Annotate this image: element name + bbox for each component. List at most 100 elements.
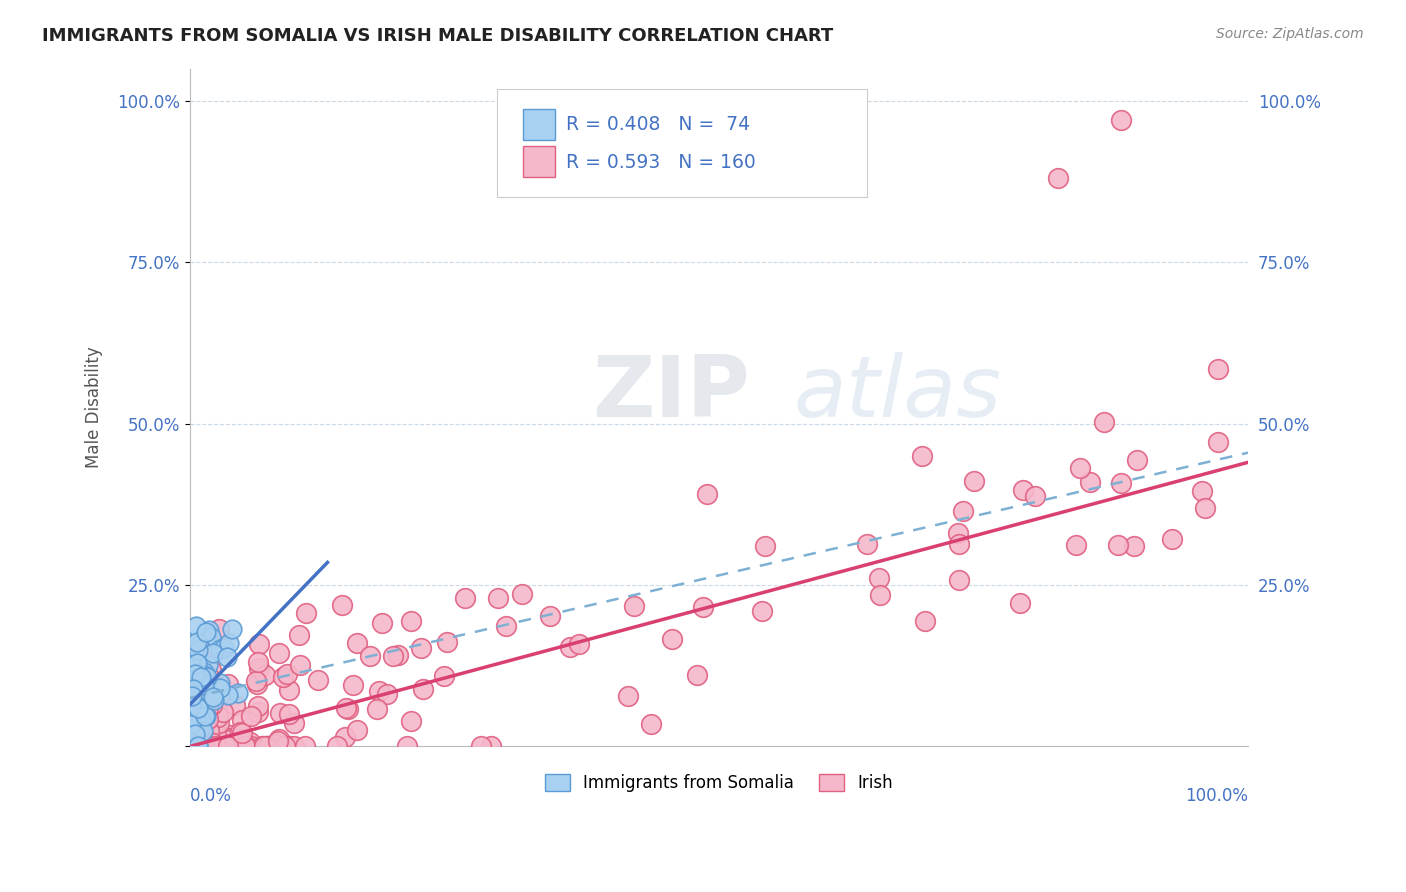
Point [187, 677, 209, 691]
Point [326, 739, 349, 754]
Point [946, 525, 969, 540]
Point [197, 657, 219, 672]
Point [202, 690, 225, 705]
Point [240, 709, 263, 723]
Point [266, 734, 288, 748]
Point [245, 673, 267, 688]
Point [1194, 500, 1216, 515]
Point [198, 623, 221, 637]
Point [208, 622, 231, 636]
Point [294, 739, 316, 754]
Point [181, 695, 204, 709]
Point [278, 739, 301, 754]
Point [640, 717, 662, 731]
Point [190, 714, 212, 729]
Point [181, 739, 204, 754]
Point [235, 739, 257, 754]
Point [184, 713, 207, 727]
Text: atlas: atlas [793, 352, 1001, 435]
Point [209, 642, 232, 657]
Point [180, 689, 202, 703]
Point [247, 637, 270, 651]
Point [187, 739, 209, 754]
Point [188, 681, 211, 696]
Point [686, 667, 709, 681]
Point [661, 632, 683, 646]
Point [179, 711, 201, 725]
Point [228, 739, 250, 754]
Point [197, 712, 219, 726]
Point [288, 628, 311, 642]
Point [184, 684, 207, 698]
Point [538, 608, 561, 623]
Point [276, 667, 298, 681]
Point [207, 739, 229, 754]
Point [245, 676, 267, 690]
Point [208, 715, 231, 730]
Point [375, 687, 398, 701]
Point [233, 739, 256, 754]
Point [218, 636, 240, 650]
Point [194, 624, 217, 639]
Point [190, 672, 212, 686]
Point [510, 587, 533, 601]
Point [219, 731, 242, 745]
Text: 100.0%: 100.0% [1185, 787, 1249, 805]
Point [183, 727, 205, 741]
Point [274, 739, 297, 754]
Point [187, 691, 209, 706]
Point [250, 739, 273, 754]
Point [1160, 532, 1182, 546]
Point [1069, 460, 1091, 475]
Point [273, 739, 295, 754]
Point [187, 700, 209, 714]
Point [187, 690, 209, 705]
Point [190, 739, 212, 754]
Point [200, 630, 222, 644]
Point [330, 598, 353, 612]
Point [204, 739, 226, 754]
Point [692, 599, 714, 614]
Point [233, 739, 256, 754]
Point [207, 705, 229, 719]
Point [208, 681, 231, 696]
Point [183, 707, 205, 722]
Point [218, 739, 240, 754]
Point [187, 698, 209, 712]
Point [187, 643, 209, 657]
Point [188, 706, 211, 720]
Point [221, 623, 243, 637]
Point [963, 474, 986, 488]
Point [382, 648, 405, 663]
Point [948, 537, 970, 551]
Point [187, 739, 209, 754]
Point [247, 660, 270, 674]
Point [184, 618, 207, 632]
Point [346, 636, 368, 650]
Point [267, 731, 290, 746]
Point [278, 683, 301, 698]
Point [278, 739, 301, 754]
Point [558, 640, 581, 654]
Point [568, 636, 591, 650]
Point [401, 615, 423, 629]
Point [183, 667, 205, 681]
Point [184, 739, 207, 753]
Point [399, 714, 422, 729]
Point [187, 726, 209, 740]
Point [231, 735, 253, 749]
Point [193, 667, 215, 681]
Point [247, 698, 270, 713]
Point [180, 699, 202, 714]
Point [387, 648, 409, 662]
Point [221, 728, 243, 742]
Point [212, 641, 235, 656]
Point [253, 668, 276, 682]
Point [253, 739, 276, 754]
Point [228, 739, 250, 754]
Point [180, 699, 202, 714]
Legend: Immigrants from Somalia, Irish: Immigrants from Somalia, Irish [538, 768, 900, 799]
Point [346, 723, 368, 738]
Point [1024, 489, 1046, 503]
Point [1206, 362, 1229, 376]
